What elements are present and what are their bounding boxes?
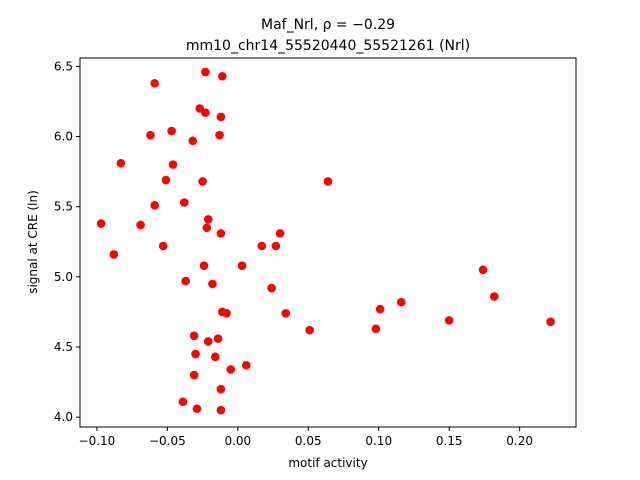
y-tick-label: 5.0 bbox=[54, 270, 73, 284]
data-point bbox=[305, 325, 314, 335]
data-point bbox=[275, 229, 285, 238]
data-point bbox=[201, 108, 210, 118]
points-layer bbox=[96, 67, 555, 415]
data-point bbox=[178, 397, 188, 407]
chart-title-line2: mm10_chr14_55520440_55521261 (Nrl) bbox=[186, 38, 470, 54]
data-point bbox=[109, 250, 119, 259]
y-tick-label: 6.0 bbox=[54, 130, 73, 144]
data-point bbox=[199, 261, 209, 270]
data-point bbox=[215, 130, 224, 140]
data-point bbox=[203, 215, 213, 224]
data-point bbox=[201, 67, 210, 77]
data-point bbox=[444, 316, 454, 325]
y-axis-ticks: 4.0 4.5 5.0 5.5 6.0 6.5 bbox=[54, 59, 80, 424]
y-axis-label: signal at CRE (ln) bbox=[26, 190, 40, 294]
data-point bbox=[241, 360, 251, 370]
data-point bbox=[116, 158, 126, 168]
data-point bbox=[208, 279, 217, 289]
data-point bbox=[396, 297, 406, 307]
data-point bbox=[257, 241, 267, 251]
chart-title-line1: Maf_Nrl, ρ = −0.29 bbox=[261, 17, 395, 33]
data-point bbox=[192, 404, 202, 414]
data-point bbox=[267, 283, 276, 293]
data-point bbox=[216, 229, 226, 238]
data-point bbox=[375, 304, 385, 314]
data-point bbox=[546, 317, 555, 327]
x-tick-label: 0.20 bbox=[506, 434, 533, 448]
data-point bbox=[167, 126, 176, 136]
data-point bbox=[489, 292, 499, 301]
x-tick-label: 0.00 bbox=[224, 434, 251, 448]
data-point bbox=[168, 160, 178, 169]
data-point bbox=[181, 276, 190, 286]
data-point bbox=[136, 220, 145, 230]
data-point bbox=[188, 136, 198, 146]
data-point bbox=[146, 130, 155, 140]
data-point bbox=[96, 219, 106, 228]
x-tick-label: −0.10 bbox=[79, 434, 116, 448]
y-tick-label: 5.5 bbox=[54, 200, 73, 214]
data-point bbox=[281, 309, 291, 318]
data-point bbox=[216, 384, 226, 394]
data-point bbox=[198, 177, 207, 186]
data-point bbox=[478, 265, 488, 275]
x-tick-label: 0.10 bbox=[365, 434, 392, 448]
x-tick-label: 0.15 bbox=[436, 434, 463, 448]
data-point bbox=[371, 324, 381, 334]
data-point bbox=[150, 78, 159, 88]
plot-frame bbox=[79, 57, 577, 428]
data-point bbox=[222, 309, 231, 318]
data-point bbox=[271, 241, 281, 251]
y-tick-label: 6.5 bbox=[54, 59, 73, 73]
data-point bbox=[216, 405, 226, 415]
y-tick-label: 4.5 bbox=[54, 340, 73, 354]
data-point bbox=[189, 331, 199, 341]
data-point bbox=[179, 198, 189, 207]
data-point bbox=[191, 349, 200, 359]
data-point bbox=[161, 175, 171, 185]
data-point bbox=[203, 337, 213, 346]
data-point bbox=[216, 112, 226, 122]
x-axis-ticks: −0.10 −0.05 0.00 0.05 0.10 0.15 0.20 bbox=[79, 427, 533, 448]
data-point bbox=[323, 177, 333, 186]
data-point bbox=[237, 261, 247, 270]
data-point bbox=[210, 352, 220, 362]
data-point bbox=[150, 201, 159, 210]
data-point bbox=[218, 71, 227, 81]
x-tick-label: 0.05 bbox=[295, 434, 322, 448]
data-point bbox=[202, 223, 212, 233]
x-tick-label: −0.05 bbox=[149, 434, 186, 448]
data-point bbox=[213, 334, 223, 343]
x-axis-label: motif activity bbox=[288, 456, 367, 470]
data-point bbox=[158, 241, 168, 251]
data-point bbox=[226, 365, 236, 374]
data-point bbox=[189, 370, 199, 380]
y-tick-label: 4.0 bbox=[54, 410, 73, 424]
